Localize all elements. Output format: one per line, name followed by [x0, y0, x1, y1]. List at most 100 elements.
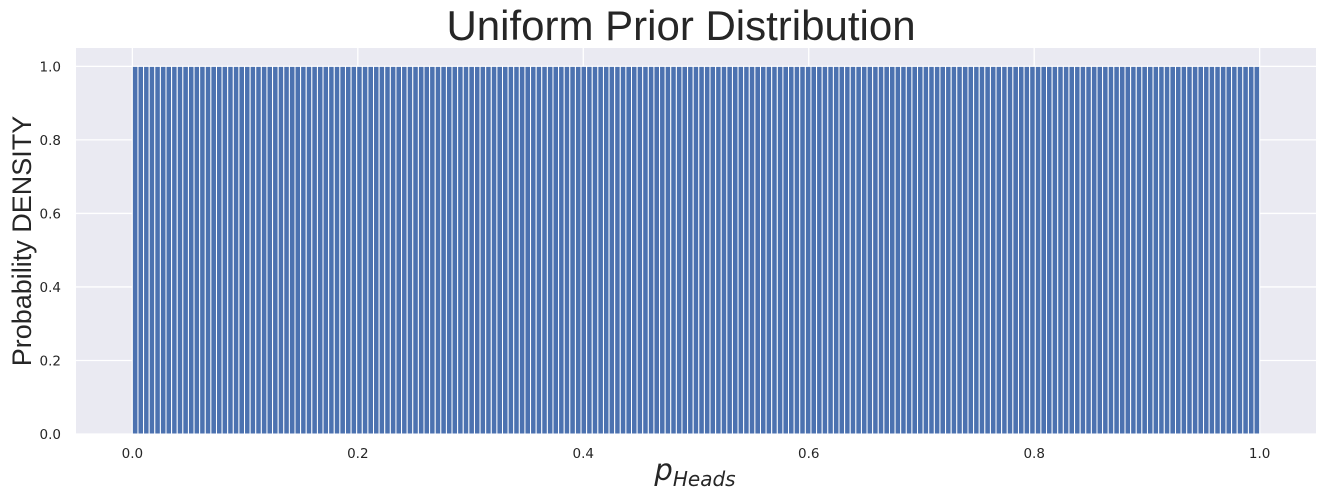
histogram-bar: [227, 65, 234, 435]
histogram-bar: [900, 65, 907, 435]
histogram-bar: [917, 65, 924, 435]
histogram-bar: [574, 65, 582, 435]
y-tick-label: 0.6: [40, 206, 61, 222]
histogram-bar: [417, 65, 425, 435]
histogram-bar: [445, 65, 453, 435]
y-tick-label: 0.4: [40, 280, 61, 296]
histogram-bar: [597, 65, 604, 435]
histogram-bar: [1231, 65, 1238, 435]
y-tick-label: 0.8: [40, 133, 61, 149]
histogram-bar: [698, 65, 705, 435]
histogram-bar: [647, 65, 655, 435]
histogram-bar: [171, 65, 178, 435]
histogram-bar: [288, 65, 296, 435]
histogram-bar: [1197, 65, 1205, 435]
histogram-bar: [827, 65, 834, 435]
histogram-bar: [1180, 65, 1188, 435]
histogram-bar: [490, 65, 498, 435]
histogram-bar: [860, 65, 868, 435]
histogram-bar: [883, 65, 890, 435]
histogram-bar: [1169, 65, 1177, 435]
histogram-bar: [154, 65, 161, 435]
histogram-bar: [1057, 65, 1064, 435]
histogram-bar: [1208, 65, 1216, 435]
histogram-bar: [283, 65, 290, 435]
histogram-bar: [731, 65, 739, 435]
histogram-bar: [961, 65, 969, 435]
x-axis-label-subscript: Heads: [673, 467, 736, 491]
histogram-bar: [838, 65, 846, 435]
histogram-bar: [266, 65, 274, 435]
histogram-bar: [631, 65, 638, 435]
histogram-bar: [614, 65, 621, 435]
histogram-bar: [1219, 65, 1227, 435]
histogram-bar: [973, 65, 980, 435]
histogram-bar: [440, 65, 447, 435]
histogram-bar: [1163, 65, 1171, 435]
histogram-bar: [552, 65, 560, 435]
histogram-bar: [535, 65, 543, 435]
histogram-bar: [193, 65, 201, 435]
histogram-bar: [1068, 65, 1076, 435]
histogram-bar: [485, 65, 492, 435]
histogram-bar: [199, 65, 206, 435]
histogram-bar: [737, 65, 745, 435]
histogram-bar: [687, 65, 694, 435]
histogram-bar: [311, 65, 318, 435]
histogram-bar: [524, 65, 532, 435]
histogram-bar: [1113, 65, 1120, 435]
histogram-bar: [496, 65, 504, 435]
histogram-bar: [715, 65, 722, 435]
x-axis-label-main: p: [653, 453, 672, 487]
histogram-bar: [1146, 65, 1154, 435]
histogram-bar: [451, 65, 459, 435]
histogram-bar: [204, 65, 212, 435]
histogram-bar: [255, 65, 262, 435]
histogram-bar: [143, 65, 150, 435]
histogram-bar: [333, 65, 341, 435]
histogram-bar: [591, 65, 599, 435]
histogram-bar: [776, 65, 784, 435]
histogram-bar: [1158, 65, 1165, 435]
histogram-bar: [215, 65, 223, 435]
histogram-bar: [429, 65, 436, 435]
histogram-bar: [1079, 65, 1087, 435]
x-tick-label: 1.0: [1249, 446, 1270, 462]
x-tick-label: 0.2: [347, 446, 368, 462]
histogram-bar: [1203, 65, 1210, 435]
histogram-bar: [771, 65, 778, 435]
histogram-bar: [675, 65, 683, 435]
histogram-bar: [664, 65, 672, 435]
histogram-bar: [1225, 65, 1233, 435]
y-axis-label: Probability DENSITY: [7, 116, 37, 367]
histogram-bar: [670, 65, 677, 435]
histogram-bar: [1029, 65, 1036, 435]
histogram-bar: [350, 65, 358, 435]
histogram-bar: [653, 65, 661, 435]
histogram-bar: [277, 65, 285, 435]
histogram-bar: [1046, 65, 1053, 435]
histogram-bar: [238, 65, 246, 435]
histogram-bar: [395, 65, 403, 435]
histogram-bar: [933, 65, 941, 435]
histogram-bar: [799, 65, 806, 435]
histogram-bar: [832, 65, 840, 435]
histogram-bar: [602, 65, 610, 435]
histogram-bar: [619, 65, 627, 435]
histogram-bar: [1062, 65, 1070, 435]
histogram-bar: [1012, 65, 1019, 435]
histogram-bar: [844, 65, 851, 435]
histogram-bar: [137, 65, 145, 435]
histogram-bar: [260, 65, 268, 435]
histogram-bar: [176, 65, 184, 435]
histogram-bar: [810, 65, 818, 435]
histogram-bar: [580, 65, 588, 435]
histogram-bar: [877, 65, 885, 435]
y-tick-label: 0.2: [40, 353, 61, 369]
bars: [131, 65, 1261, 435]
histogram-bar: [681, 65, 689, 435]
histogram-bar: [468, 65, 475, 435]
histogram-bar: [888, 65, 896, 435]
histogram-bar: [1242, 65, 1249, 435]
histogram-bar: [401, 65, 408, 435]
